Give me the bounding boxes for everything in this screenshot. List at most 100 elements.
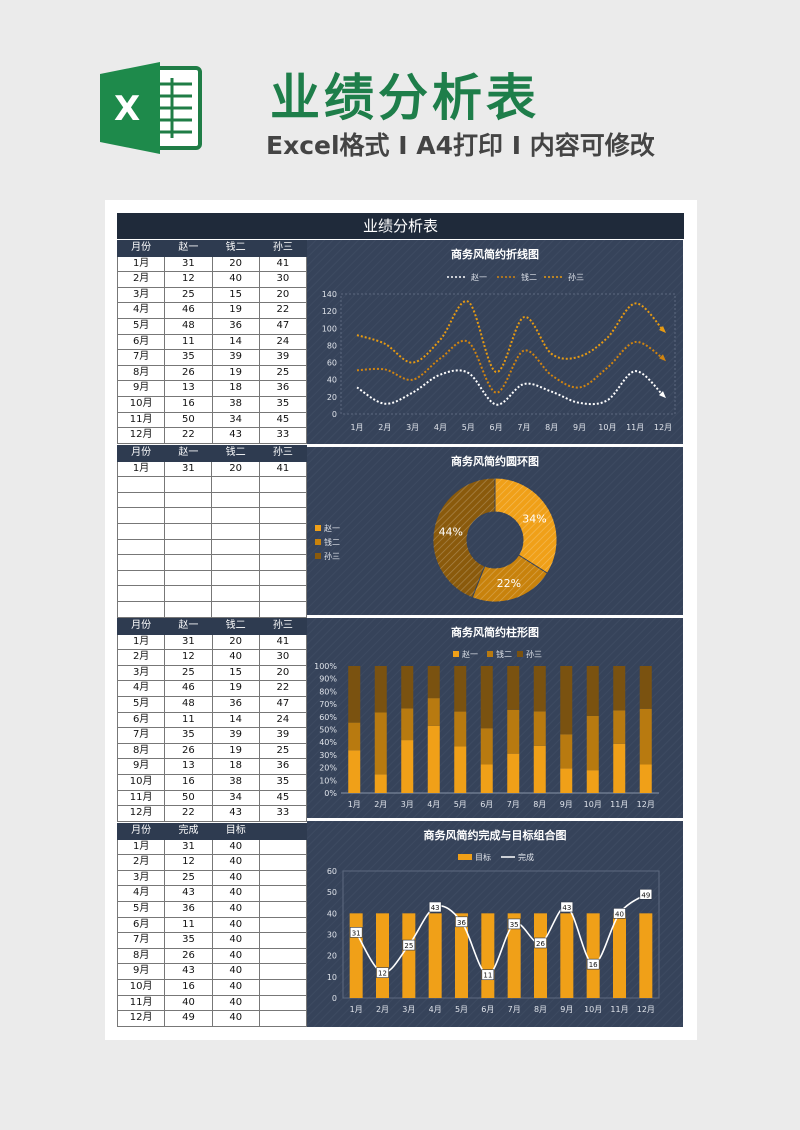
- table-cell[interactable]: [258, 963, 308, 980]
- table-cell[interactable]: [116, 600, 166, 618]
- table-cell[interactable]: 10月: [116, 978, 166, 996]
- table-cell[interactable]: 35: [164, 349, 213, 366]
- table-cell[interactable]: 14: [211, 333, 260, 351]
- table-cell[interactable]: 11: [164, 711, 213, 729]
- table-cell[interactable]: [258, 522, 308, 540]
- table-cell[interactable]: [116, 522, 166, 540]
- table-cell[interactable]: 38: [211, 773, 260, 791]
- table-cell[interactable]: 13: [164, 380, 213, 397]
- table-cell[interactable]: 25: [164, 286, 213, 304]
- table-cell[interactable]: 5月: [116, 317, 166, 335]
- table-cell[interactable]: 40: [211, 916, 260, 934]
- table-cell[interactable]: 19: [211, 680, 260, 697]
- table-cell[interactable]: [211, 491, 260, 509]
- table-cell[interactable]: 26: [164, 742, 213, 760]
- table-cell[interactable]: 34: [211, 411, 260, 429]
- table-cell[interactable]: 6月: [116, 711, 166, 729]
- table-cell[interactable]: [116, 507, 166, 524]
- table-cell[interactable]: 24: [258, 333, 308, 351]
- table-cell[interactable]: 40: [211, 838, 260, 856]
- table-cell[interactable]: 4月: [116, 680, 166, 697]
- table-cell[interactable]: [258, 476, 308, 493]
- table-cell[interactable]: 31: [164, 633, 213, 651]
- table-cell[interactable]: 15: [211, 286, 260, 304]
- table-cell[interactable]: 40: [211, 885, 260, 902]
- table-cell[interactable]: 2月: [116, 854, 166, 871]
- table-cell[interactable]: 40: [211, 932, 260, 949]
- table-cell[interactable]: [258, 491, 308, 509]
- table-cell[interactable]: 14: [211, 711, 260, 729]
- table-cell[interactable]: [258, 900, 308, 918]
- table-cell[interactable]: [211, 585, 260, 602]
- table-cell[interactable]: 1月: [116, 255, 166, 273]
- table-cell[interactable]: 22: [258, 680, 308, 697]
- table-cell[interactable]: 36: [211, 317, 260, 335]
- table-cell[interactable]: 12: [164, 271, 213, 288]
- table-cell[interactable]: 7月: [116, 727, 166, 744]
- table-cell[interactable]: 12: [164, 854, 213, 871]
- table-cell[interactable]: [258, 507, 308, 524]
- table-cell[interactable]: 19: [211, 364, 260, 382]
- table-cell[interactable]: 46: [164, 680, 213, 697]
- table-cell[interactable]: [164, 585, 213, 602]
- table-cell[interactable]: [258, 947, 308, 965]
- table-cell[interactable]: 43: [211, 427, 260, 444]
- table-cell[interactable]: 34: [211, 789, 260, 807]
- table-cell[interactable]: [164, 507, 213, 524]
- table-cell[interactable]: 39: [258, 727, 308, 744]
- table-cell[interactable]: 9月: [116, 380, 166, 397]
- table-cell[interactable]: 33: [258, 805, 308, 822]
- table-cell[interactable]: [116, 476, 166, 493]
- table-cell[interactable]: [211, 476, 260, 493]
- table-cell[interactable]: 36: [258, 380, 308, 397]
- table-cell[interactable]: 5月: [116, 695, 166, 713]
- table-cell[interactable]: 40: [211, 994, 260, 1012]
- table-cell[interactable]: 12月: [116, 1010, 166, 1027]
- table-cell[interactable]: [258, 869, 308, 887]
- table-cell[interactable]: [258, 538, 308, 556]
- table-cell[interactable]: 3月: [116, 869, 166, 887]
- table-cell[interactable]: [258, 554, 308, 571]
- table-cell[interactable]: 30: [258, 649, 308, 666]
- table-cell[interactable]: [116, 554, 166, 571]
- table-cell[interactable]: [164, 600, 213, 618]
- table-cell[interactable]: 25: [164, 869, 213, 887]
- table-cell[interactable]: [164, 554, 213, 571]
- table-cell[interactable]: 20: [211, 460, 260, 478]
- table-cell[interactable]: 10月: [116, 773, 166, 791]
- table-cell[interactable]: 15: [211, 664, 260, 682]
- table-cell[interactable]: [211, 507, 260, 524]
- table-cell[interactable]: 48: [164, 695, 213, 713]
- table-cell[interactable]: [258, 569, 308, 587]
- table-cell[interactable]: 40: [211, 963, 260, 980]
- table-cell[interactable]: 3月: [116, 664, 166, 682]
- table-cell[interactable]: 41: [258, 633, 308, 651]
- table-cell[interactable]: [116, 491, 166, 509]
- table-cell[interactable]: 25: [258, 742, 308, 760]
- table-cell[interactable]: [164, 569, 213, 587]
- table-cell[interactable]: [258, 854, 308, 871]
- table-cell[interactable]: [258, 916, 308, 934]
- table-cell[interactable]: [116, 538, 166, 556]
- table-cell[interactable]: 20: [258, 664, 308, 682]
- table-cell[interactable]: [211, 538, 260, 556]
- table-cell[interactable]: 38: [211, 395, 260, 413]
- table-cell[interactable]: 43: [164, 963, 213, 980]
- table-cell[interactable]: 39: [258, 349, 308, 366]
- table-cell[interactable]: [258, 838, 308, 856]
- table-cell[interactable]: 31: [164, 460, 213, 478]
- table-cell[interactable]: 4月: [116, 885, 166, 902]
- table-cell[interactable]: 5月: [116, 900, 166, 918]
- table-cell[interactable]: 47: [258, 695, 308, 713]
- table-cell[interactable]: 8月: [116, 742, 166, 760]
- table-cell[interactable]: 40: [211, 869, 260, 887]
- table-cell[interactable]: 40: [211, 947, 260, 965]
- table-cell[interactable]: 35: [258, 395, 308, 413]
- table-cell[interactable]: 16: [164, 395, 213, 413]
- table-cell[interactable]: [211, 569, 260, 587]
- table-cell[interactable]: 3月: [116, 286, 166, 304]
- table-cell[interactable]: 18: [211, 380, 260, 397]
- table-cell[interactable]: [211, 600, 260, 618]
- table-cell[interactable]: [116, 585, 166, 602]
- table-cell[interactable]: 41: [258, 460, 308, 478]
